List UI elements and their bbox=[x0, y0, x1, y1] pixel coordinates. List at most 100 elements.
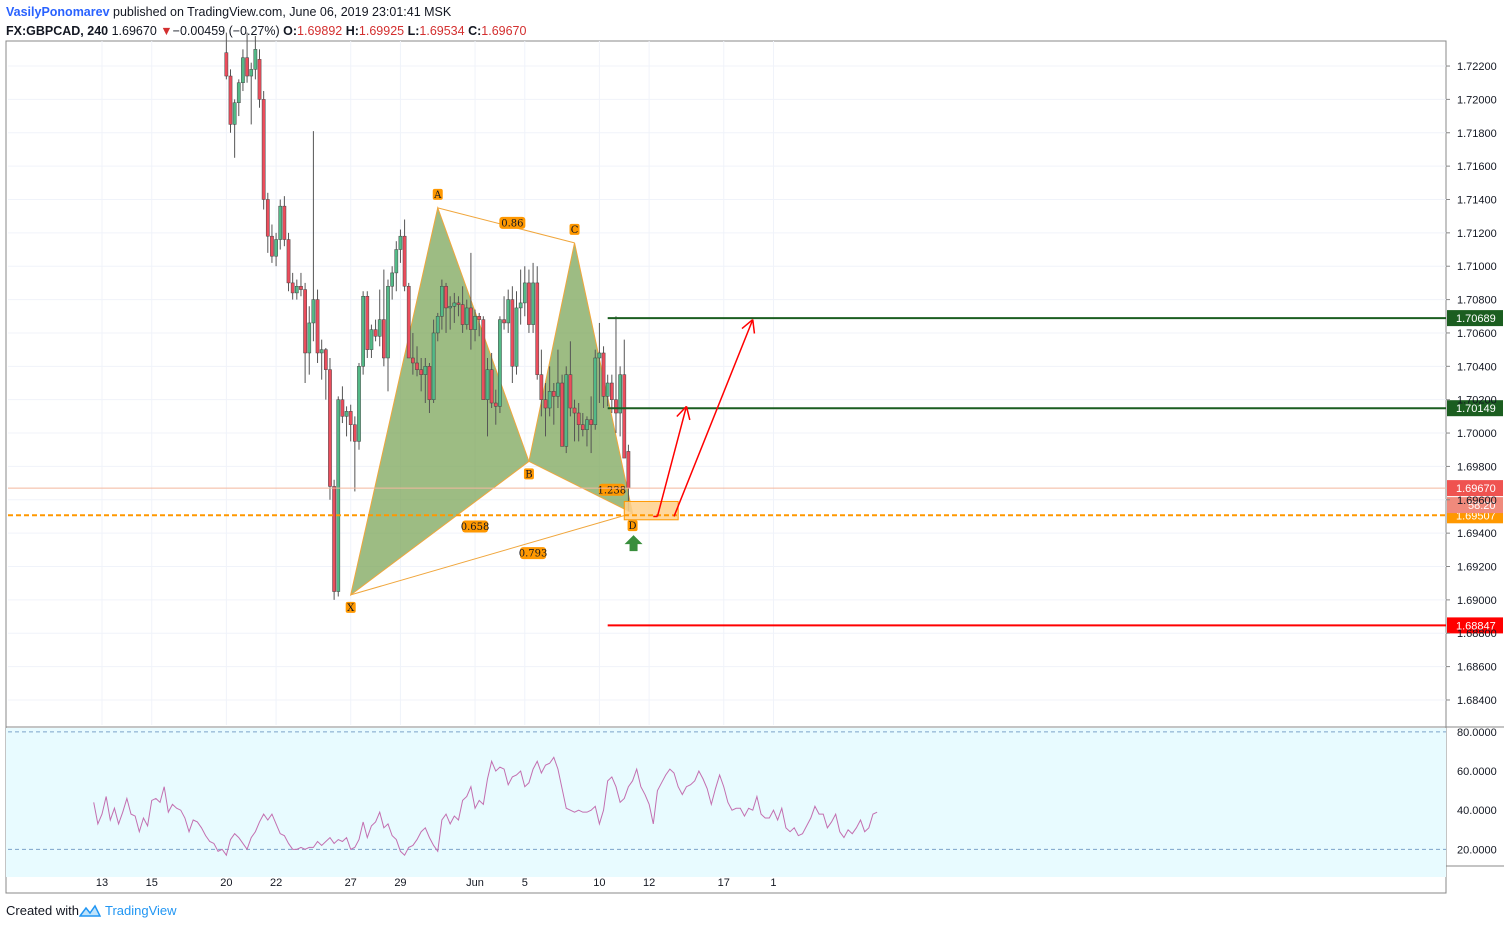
candle-body bbox=[618, 374, 622, 414]
time-tick-label: 5 bbox=[522, 877, 528, 889]
price-tick-label: 1.70800 bbox=[1457, 295, 1497, 307]
low-value: 1.69534 bbox=[419, 24, 465, 38]
level-label-sl: 1.68847 bbox=[1456, 620, 1496, 632]
candle-body bbox=[535, 282, 540, 375]
published-text: published on TradingView.com, June 06, 2… bbox=[113, 5, 452, 19]
candle-body bbox=[290, 282, 295, 294]
time-tick-label: 15 bbox=[146, 877, 158, 889]
candle-body bbox=[593, 357, 598, 425]
price-tick-label: 1.69600 bbox=[1457, 495, 1497, 507]
change-value: −0.00459 (−0.27%) bbox=[172, 24, 280, 38]
rsi-line bbox=[93, 756, 878, 857]
candle-body bbox=[286, 239, 291, 284]
candle-body bbox=[435, 316, 440, 334]
time-tick-label: 27 bbox=[345, 877, 357, 889]
high-label: H: bbox=[345, 24, 359, 38]
candle-body bbox=[398, 235, 403, 250]
pattern-ratio-line bbox=[350, 512, 633, 596]
symbol-label[interactable]: FX:GBPCAD, 240 bbox=[6, 24, 109, 38]
candle-body bbox=[224, 52, 229, 77]
chart-header: VasilyPonomarev published on TradingView… bbox=[6, 3, 1106, 41]
level-badge-tp1 bbox=[1447, 400, 1503, 417]
candle-body bbox=[340, 399, 345, 417]
pattern-point-label: D bbox=[629, 521, 637, 532]
rsi-tick-label: 60.0000 bbox=[1457, 766, 1497, 778]
candle-body bbox=[444, 285, 448, 309]
pattern-ratio-label: 0.86 bbox=[501, 218, 523, 229]
tradingview-brand[interactable]: TradingView bbox=[104, 903, 177, 918]
price-tick-label: 1.71600 bbox=[1457, 161, 1497, 173]
candle-body bbox=[369, 329, 374, 350]
candle-body bbox=[274, 239, 278, 257]
arrow-to-tp2-head bbox=[741, 319, 754, 330]
candle-body bbox=[481, 319, 486, 400]
levels[interactable]: 1.70689 1.70149 1.68847 1.69507 1.69670 58:20 bbox=[8, 310, 1503, 634]
level-label-tp1: 1.70149 bbox=[1456, 403, 1496, 415]
author-link[interactable]: VasilyPonomarev bbox=[6, 5, 110, 19]
price-tick-label: 1.72200 bbox=[1457, 61, 1497, 73]
price-tick-label: 1.68800 bbox=[1457, 628, 1497, 640]
arrow-to-tp2-head bbox=[752, 319, 756, 334]
candle-body bbox=[539, 374, 544, 400]
candle-body bbox=[328, 369, 332, 487]
candle-body bbox=[344, 411, 349, 417]
pattern-ratio-label: 0.793 bbox=[519, 549, 548, 560]
candle-body bbox=[469, 307, 473, 330]
candle-body bbox=[518, 302, 523, 309]
last-price: 1.69670 bbox=[111, 24, 157, 38]
candle-body bbox=[431, 332, 436, 400]
candle-body bbox=[502, 319, 506, 324]
candle-body bbox=[241, 57, 245, 83]
candle-body bbox=[270, 235, 274, 257]
candle-body bbox=[228, 75, 233, 125]
open-value: 1.69892 bbox=[297, 24, 343, 38]
price-tick-label: 1.71400 bbox=[1457, 194, 1497, 206]
candle-body bbox=[485, 369, 490, 400]
footer: Created with TradingView bbox=[6, 903, 177, 918]
candle-body bbox=[531, 282, 535, 325]
candle-body bbox=[589, 419, 593, 425]
candle-body bbox=[560, 382, 564, 447]
candle-body bbox=[303, 289, 307, 354]
time-tick-label: Jun bbox=[466, 877, 484, 889]
candle-body bbox=[236, 82, 241, 103]
pattern-point-label: B bbox=[525, 469, 532, 480]
candle-body bbox=[564, 374, 569, 447]
candle-body bbox=[402, 235, 407, 287]
candle-body bbox=[352, 424, 357, 442]
created-with-text: Created with bbox=[6, 903, 79, 918]
entry-zone bbox=[623, 500, 679, 521]
rsi-tick-label: 20.0000 bbox=[1457, 844, 1497, 856]
candle-body bbox=[580, 424, 585, 430]
pattern-ratio-badge bbox=[462, 520, 489, 533]
candle-body bbox=[323, 349, 328, 370]
price-tick-label: 1.70200 bbox=[1457, 395, 1497, 407]
rsi-pane bbox=[6, 728, 1446, 877]
candle-body bbox=[249, 69, 254, 77]
candles bbox=[224, 32, 631, 600]
candle-body bbox=[605, 382, 610, 397]
time-tick-label: 1 bbox=[770, 877, 776, 889]
time-tick-label: 22 bbox=[270, 877, 282, 889]
level-badge-tp2 bbox=[1447, 310, 1503, 327]
level-badge-sl bbox=[1447, 617, 1503, 634]
candle-body bbox=[427, 366, 432, 400]
candle-body bbox=[514, 307, 519, 367]
candle-body bbox=[348, 411, 353, 425]
pattern-point-label: A bbox=[433, 190, 442, 201]
candle-body bbox=[614, 399, 618, 414]
candle-body bbox=[622, 374, 627, 459]
candle-body bbox=[576, 412, 581, 425]
candle-body bbox=[257, 59, 262, 100]
candle-body bbox=[382, 319, 386, 359]
candle-body bbox=[245, 57, 249, 77]
candle-body bbox=[307, 322, 312, 354]
candle-body bbox=[440, 285, 444, 317]
candle-body bbox=[527, 282, 531, 325]
candle-body bbox=[261, 99, 266, 200]
candle-body bbox=[489, 369, 494, 404]
candle-body bbox=[406, 285, 411, 359]
arrow-to-tp1-head bbox=[676, 405, 687, 418]
price-tick-label: 1.70000 bbox=[1457, 428, 1497, 440]
